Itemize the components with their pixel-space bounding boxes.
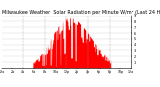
Text: Milwaukee Weather  Solar Radiation per Minute W/m² (Last 24 Hours): Milwaukee Weather Solar Radiation per Mi… bbox=[2, 10, 160, 15]
